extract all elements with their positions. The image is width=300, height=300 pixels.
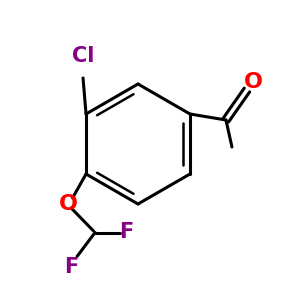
Text: O: O: [58, 194, 77, 214]
Text: F: F: [64, 257, 78, 277]
Text: Cl: Cl: [72, 46, 94, 66]
Text: O: O: [244, 73, 262, 92]
Text: F: F: [119, 223, 134, 242]
